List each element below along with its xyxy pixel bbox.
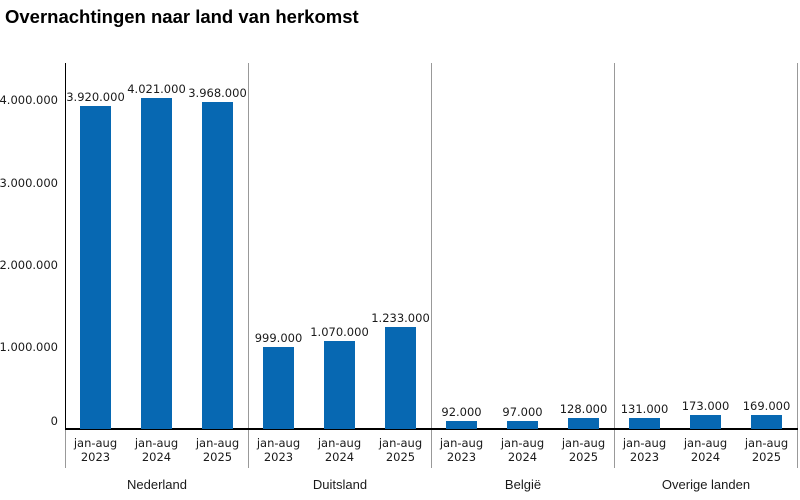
x-tick-period: jan-aug [439,435,484,450]
x-axis-tick-label: jan-aug 2025 [544,436,624,464]
x-tick-year: 2023 [446,449,477,464]
bar-value-label: 131.000 [620,401,669,416]
x-tick-year: 2024 [324,449,355,464]
x-tick-year: 2023 [263,449,294,464]
bar-value-label: 1.070.000 [310,324,369,339]
bar [141,98,172,429]
x-axis-tick-label: jan-aug 2025 [727,436,800,464]
group-label: Duitsland [312,477,368,492]
x-tick-year: 2024 [507,449,538,464]
bar-value-label: 4.021.000 [127,81,186,96]
x-axis-tick-label: jan-aug 2025 [361,436,441,464]
bar-value-label: 97.000 [502,404,543,419]
x-tick-period: jan-aug [561,435,606,450]
x-tick-year: 2025 [385,449,416,464]
group-label: Nederland [127,477,187,492]
bar [263,347,294,429]
bar-value-label: 3.968.000 [188,85,247,100]
x-tick-period: jan-aug [683,435,728,450]
y-axis-line [65,63,66,429]
bar-value-label: 169.000 [742,398,791,413]
y-axis-tick-label: 3.000.000 [0,175,58,190]
x-axis-tick-label: jan-aug 2025 [178,436,258,464]
y-axis-tick-label: 2.000.000 [0,257,58,272]
y-axis-tick-label: 4.000.000 [0,93,58,108]
y-axis-tick-label: 1.000.000 [0,340,58,355]
bar [751,415,782,429]
bar [446,421,477,429]
bar-value-label: 999.000 [254,330,303,345]
bar [507,421,538,429]
x-axis-tick-label: jan-aug 2024 [483,436,563,464]
x-tick-year: 2025 [751,449,782,464]
bar-value-label: 92.000 [441,404,482,419]
x-axis-line [65,428,798,430]
bar [568,418,599,429]
bar [324,341,355,429]
group-separator-line [248,63,249,468]
chart-title: Overnachtingen naar land van herkomst [5,5,359,27]
x-tick-period: jan-aug [622,435,667,450]
group-label: Overige landen [661,477,751,492]
y-axis-extension-line [65,430,66,468]
x-tick-year: 2023 [80,449,111,464]
x-tick-period: jan-aug [744,435,789,450]
x-tick-period: jan-aug [256,435,301,450]
group-label: België [504,477,542,492]
bar-value-label: 1.233.000 [371,310,430,325]
x-tick-year: 2023 [629,449,660,464]
x-axis-tick-label: jan-aug 2023 [605,436,685,464]
x-tick-period: jan-aug [317,435,362,450]
bar-value-label: 3.920.000 [66,89,125,104]
group-separator-line [431,63,432,468]
x-axis-tick-label: jan-aug 2024 [300,436,380,464]
x-axis-tick-label: jan-aug 2024 [666,436,746,464]
x-axis-tick-label: jan-aug 2023 [422,436,502,464]
x-tick-year: 2024 [690,449,721,464]
x-tick-period: jan-aug [378,435,423,450]
x-axis-tick-label: jan-aug 2023 [239,436,319,464]
x-tick-year: 2025 [568,449,599,464]
x-tick-year: 2025 [202,449,233,464]
y-axis-tick-label: 0 [50,414,58,429]
x-axis-tick-label: jan-aug 2024 [117,436,197,464]
group-separator-line [797,63,798,468]
bar [690,415,721,429]
bar [385,327,416,429]
bar [202,102,233,429]
bar-value-label: 128.000 [559,401,608,416]
x-tick-period: jan-aug [500,435,545,450]
x-axis-tick-label: jan-aug 2023 [56,436,136,464]
x-tick-period: jan-aug [134,435,179,450]
group-separator-line [614,63,615,468]
bar [629,418,660,429]
bar [80,106,111,429]
x-tick-period: jan-aug [73,435,118,450]
x-tick-year: 2024 [141,449,172,464]
x-tick-period: jan-aug [195,435,240,450]
bar-value-label: 173.000 [681,398,730,413]
